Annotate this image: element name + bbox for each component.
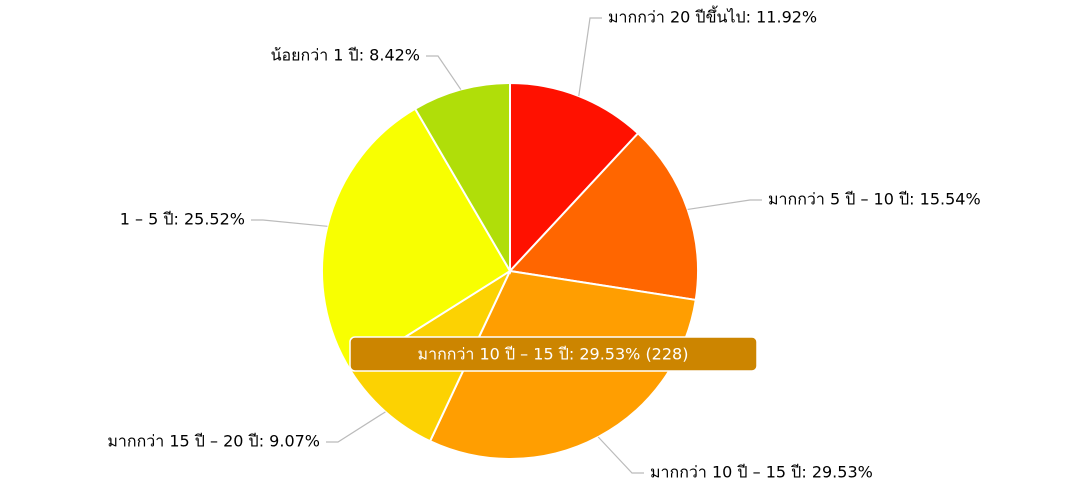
slice-label: มากกว่า 10 ปี – 15 ปี: 29.53% <box>650 463 873 482</box>
pie-slice <box>413 81 511 275</box>
pie-slice <box>321 107 512 373</box>
leader-line <box>597 436 644 474</box>
pie-slice <box>507 131 699 302</box>
leader-line <box>326 411 386 443</box>
slice-label: 1 – 5 ปี: 25.52% <box>120 210 245 229</box>
slice-label: มากกว่า 20 ปีขึ้นไป: 11.92% <box>608 6 817 27</box>
slice-label: มากกว่า 5 ปี – 10 ปี: 15.54% <box>768 190 981 209</box>
pie-slice <box>509 81 640 274</box>
leader-line <box>251 219 328 227</box>
slice-label: น้อยกว่า 1 ปี: 8.42% <box>271 46 420 65</box>
leader-line <box>578 17 602 97</box>
tooltip-text: มากกว่า 10 ปี – 15 ปี: 29.53% (228) <box>418 345 689 364</box>
tooltip-box <box>349 336 758 372</box>
leader-line <box>426 55 462 90</box>
leader-line <box>687 199 762 211</box>
slice-label: มากกว่า 15 ปี – 20 ปี: 9.07% <box>107 432 320 451</box>
